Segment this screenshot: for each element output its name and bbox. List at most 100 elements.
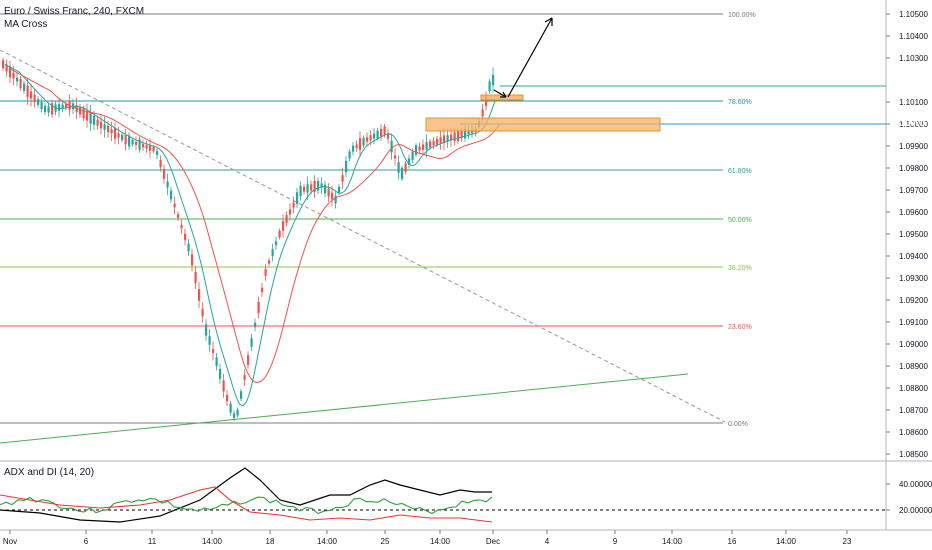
time-tick-label: 6 (84, 537, 89, 546)
candle-body (296, 192, 299, 204)
candle-body (208, 336, 211, 345)
candle-body (254, 322, 257, 328)
fib-level-label: 23.60% (728, 324, 752, 331)
candle-body (404, 163, 407, 172)
candle-body (33, 95, 36, 102)
candle-body (317, 181, 320, 191)
candle-body (408, 158, 411, 165)
candle-body (215, 357, 218, 367)
candle-body (93, 115, 96, 125)
adx-pane (0, 462, 886, 530)
di-plus-line (0, 496, 493, 515)
candle-body (191, 254, 194, 266)
indicator-legend-adx[interactable]: ADX and DI (14, 20) (4, 467, 95, 478)
candle-body (446, 135, 449, 142)
candle-body (180, 224, 183, 229)
candle-body (82, 108, 85, 119)
indicator-legend-ma-cross[interactable]: MA Cross (4, 19, 48, 30)
candle-body (261, 287, 264, 293)
candle-body (86, 110, 89, 121)
candle-body (184, 233, 187, 241)
price-tick-label: 1.08500 (899, 450, 928, 459)
time-tick-label: 9 (613, 537, 618, 546)
time-tick-label: Nov (3, 537, 17, 546)
price-tick-label: 1.09400 (899, 252, 928, 261)
candle-body (5, 64, 8, 72)
candle-body (348, 151, 351, 159)
candle-body (481, 109, 484, 117)
candle-body (362, 137, 365, 146)
target-arrowhead (544, 17, 553, 26)
fib-level-label: 0.00% (728, 421, 748, 428)
candle-body (373, 133, 376, 139)
candle-body (338, 186, 341, 194)
candle-body (268, 260, 271, 264)
candle-body (131, 139, 134, 145)
last-price-badge: 1.10172 (892, 81, 926, 91)
candle-body (222, 380, 225, 392)
candle-body (23, 83, 26, 91)
candle-body (359, 138, 362, 150)
fib-level-label: 100.00% (728, 12, 756, 19)
candle-body (54, 104, 57, 112)
candle-body (243, 375, 246, 380)
candle-body (313, 180, 316, 193)
candle-body (352, 145, 355, 152)
candle-body (383, 126, 386, 136)
slow-ma-line (8, 67, 500, 384)
candle-body (411, 151, 414, 161)
fib-level-label: 78.60% (728, 99, 752, 106)
adx-line (0, 467, 492, 523)
candle-body (226, 394, 229, 402)
price-tick-label: 1.10400 (899, 32, 928, 41)
candle-body (345, 161, 348, 173)
candle-body (117, 133, 120, 138)
candle-body (58, 104, 61, 111)
candle-body (229, 403, 232, 413)
time-tick-label: 4 (545, 537, 550, 546)
fib-level-label: 38.20% (728, 265, 752, 272)
candle-body (2, 60, 5, 69)
candle-body (299, 185, 302, 197)
price-tick-label: 1.09000 (899, 340, 928, 349)
candle-body (12, 72, 15, 79)
symbol-title[interactable]: Euro / Swiss Franc, 240, FXCM (4, 6, 145, 17)
price-tick-label: 1.10100 (899, 98, 928, 107)
candle-body (250, 338, 253, 347)
main-pane (0, 0, 886, 460)
candle-body (40, 101, 43, 110)
price-tick-label: 1.09500 (899, 230, 928, 239)
candle-body (121, 134, 124, 141)
candle-body (331, 192, 334, 200)
support-zone-box (425, 117, 661, 132)
candle-body (324, 184, 327, 194)
candle-body (205, 324, 208, 336)
candle-body (464, 129, 467, 139)
fib-level-label: 61.80% (728, 168, 752, 175)
candle-body (233, 413, 236, 418)
candle-body (488, 81, 491, 92)
time-tick-label: 18 (266, 537, 275, 546)
candle-body (303, 186, 306, 192)
candle-body (9, 66, 12, 78)
time-tick-label: 25 (381, 537, 390, 546)
price-tick-label: 1.09200 (899, 296, 928, 305)
candle-body (236, 409, 239, 416)
candle-body (100, 121, 103, 129)
price-tick-label: 1.09700 (899, 186, 928, 195)
candle-body (460, 131, 463, 139)
candle-body (467, 130, 470, 135)
candle-body (257, 301, 260, 314)
price-tick-label: 1.10500 (899, 10, 928, 19)
candle-body (163, 169, 166, 179)
candle-body (152, 146, 155, 152)
candle-body (124, 135, 127, 145)
candle-body (19, 78, 22, 88)
candle-body (450, 134, 453, 141)
candle-body (310, 184, 313, 191)
candle-body (51, 103, 54, 115)
candle-body (142, 143, 145, 148)
pullback-arrow (493, 89, 507, 98)
